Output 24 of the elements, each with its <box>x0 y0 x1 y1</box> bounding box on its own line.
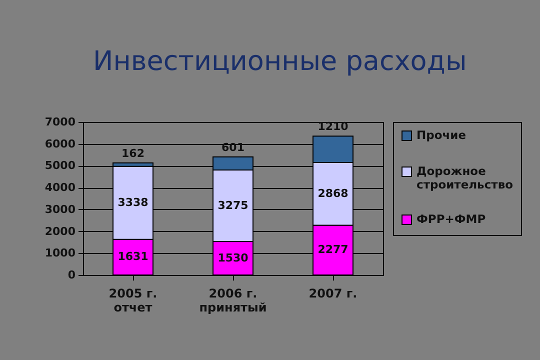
y-tick-label: 5000 <box>44 159 76 172</box>
y-tick-label: 0 <box>68 268 76 282</box>
data-label: 1210 <box>318 120 349 134</box>
data-label: 3275 <box>218 198 248 212</box>
y-tick-label: 6000 <box>44 137 76 150</box>
y-tick-label: 3000 <box>44 202 76 216</box>
data-label: 2277 <box>318 243 348 256</box>
y-tick-label: 4000 <box>44 181 76 194</box>
legend-label: Дорожное строительство <box>416 164 514 192</box>
legend-label: ФРР+ФМР <box>416 212 486 226</box>
x-tick-label: 2007 г. <box>308 286 358 300</box>
y-tick-label: 7000 <box>44 116 76 128</box>
data-label: 2868 <box>318 186 348 200</box>
y-tick-label: 1000 <box>44 246 76 260</box>
x-tick-label: 2005 г. отчет <box>108 286 158 314</box>
data-label: 601 <box>222 140 244 154</box>
legend-label: Прочие <box>416 128 466 142</box>
data-label: 1530 <box>218 251 249 264</box>
x-tick-label: 2006 г. принятый <box>199 286 267 314</box>
data-label: 3338 <box>118 196 148 209</box>
data-label: 162 <box>122 146 144 160</box>
y-tick-label: 2000 <box>44 224 76 238</box>
data-label: 1631 <box>118 250 148 264</box>
chart-title: Инвестиционные расходы <box>93 46 467 77</box>
